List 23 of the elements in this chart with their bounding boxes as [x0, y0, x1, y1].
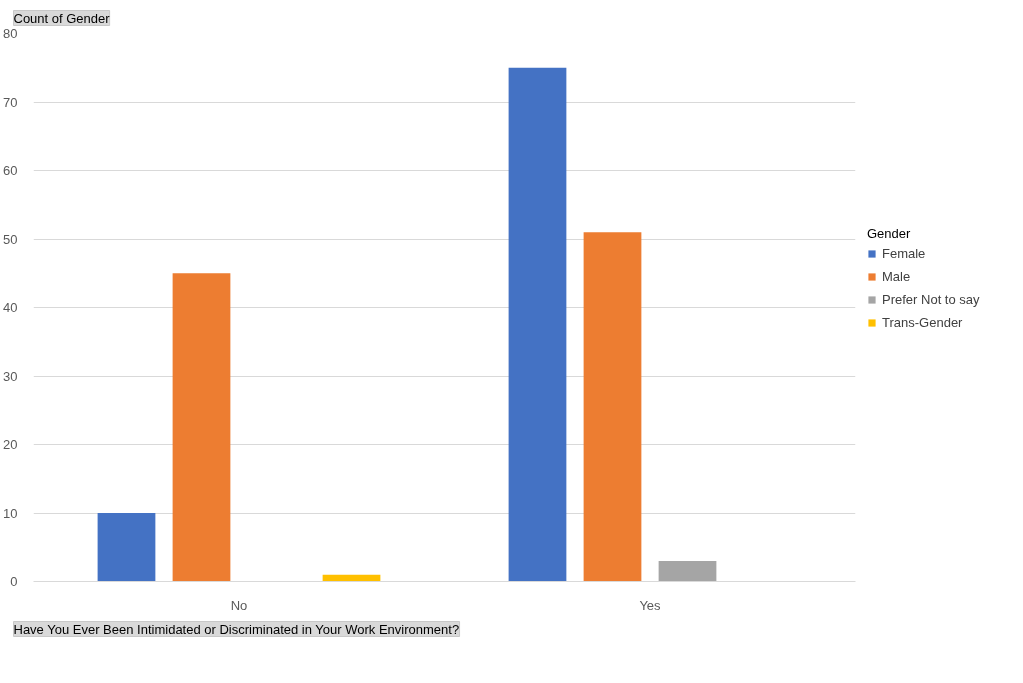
x-tick-label: Yes	[639, 597, 662, 613]
y-tick-label: 70	[3, 94, 18, 110]
x-axis-title: Have You Ever Been Intimidated or Discriminated in Your Work Environment?	[13, 621, 460, 637]
y-tick-label: 20	[3, 437, 18, 452]
y-tick-label: 40	[3, 300, 18, 315]
bar	[508, 67, 567, 582]
bar	[172, 273, 231, 582]
y-tick-label: 30	[3, 368, 18, 384]
y-tick-label: 60	[3, 163, 18, 178]
legend-label: Male	[882, 269, 911, 284]
bar	[658, 560, 717, 582]
x-tick-label: No	[230, 597, 248, 613]
legend-title: Gender	[867, 226, 912, 241]
y-tick-label: 10	[3, 505, 18, 521]
bar	[97, 513, 156, 582]
legend-label: Female	[882, 246, 926, 261]
legend-label: Trans-Gender	[882, 315, 963, 330]
legend-label: Prefer Not to say	[882, 292, 980, 307]
bar	[583, 232, 642, 582]
y-tick-label: 0	[10, 574, 18, 589]
y-tick-label: 80	[3, 26, 18, 41]
y-axis-title: Count of Gender	[13, 10, 111, 26]
y-tick-label: 50	[3, 231, 18, 247]
